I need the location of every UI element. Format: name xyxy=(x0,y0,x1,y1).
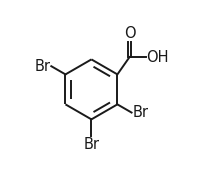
Text: O: O xyxy=(123,26,135,41)
Text: Br: Br xyxy=(132,105,147,120)
Text: Br: Br xyxy=(83,137,99,152)
Text: Br: Br xyxy=(34,59,50,74)
Text: OH: OH xyxy=(146,50,168,65)
